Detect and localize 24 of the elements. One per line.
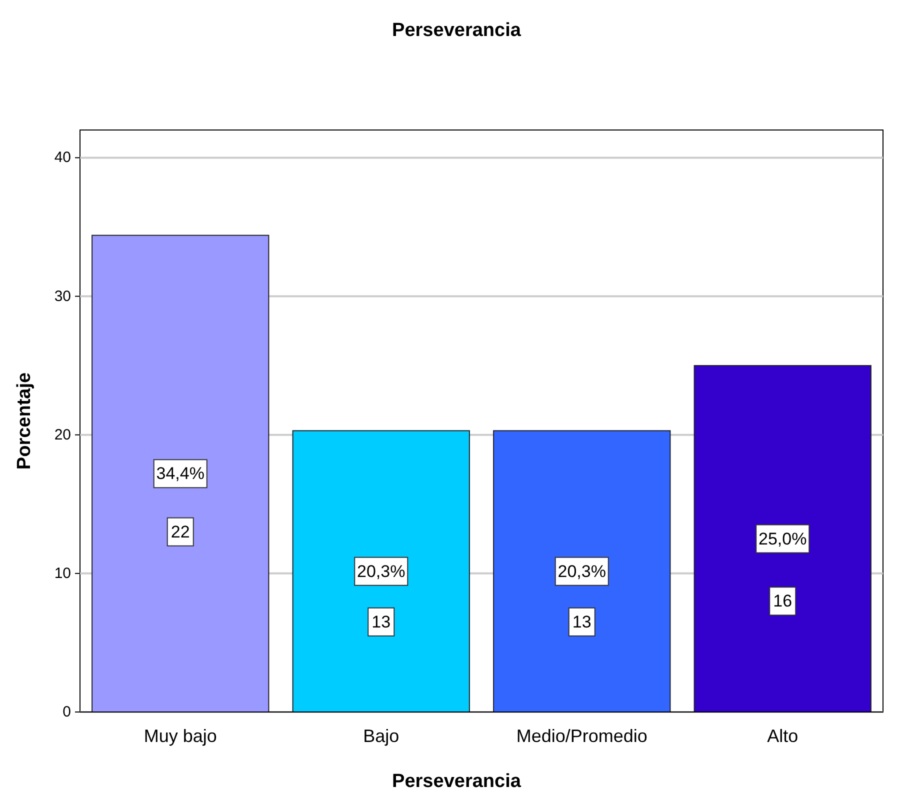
- data-label: 34,4%: [156, 464, 204, 484]
- data-label: 25,0%: [758, 529, 807, 548]
- bar: [694, 365, 872, 712]
- y-tick-label: 10: [54, 564, 71, 582]
- x-tick-label: Muy bajo: [144, 726, 217, 746]
- y-tick-label: 30: [54, 288, 71, 305]
- x-tick-label: Alto: [767, 726, 798, 746]
- annotation: 22: [170, 522, 190, 542]
- bar: [92, 234, 270, 712]
- y-tick-label: 20: [54, 426, 71, 444]
- annotation: 13: [572, 612, 592, 632]
- bar: [292, 430, 470, 712]
- data-label: 20,3%: [357, 562, 406, 581]
- y-tick-label: 0: [62, 704, 71, 720]
- x-tick-label: Medio/Promedio: [516, 726, 648, 746]
- x-axis-title: Perseverancia: [392, 20, 522, 41]
- x-tick-label: Bajo: [363, 726, 400, 746]
- y-axis-title: Porcentaje: [14, 372, 35, 470]
- text: Perseverancia: [392, 771, 522, 792]
- annotation: 16: [773, 592, 792, 611]
- y-tick-label: 40: [54, 149, 71, 166]
- annotation: 13: [372, 612, 391, 632]
- data-label: 20,3%: [558, 562, 606, 581]
- bar: [493, 430, 671, 712]
